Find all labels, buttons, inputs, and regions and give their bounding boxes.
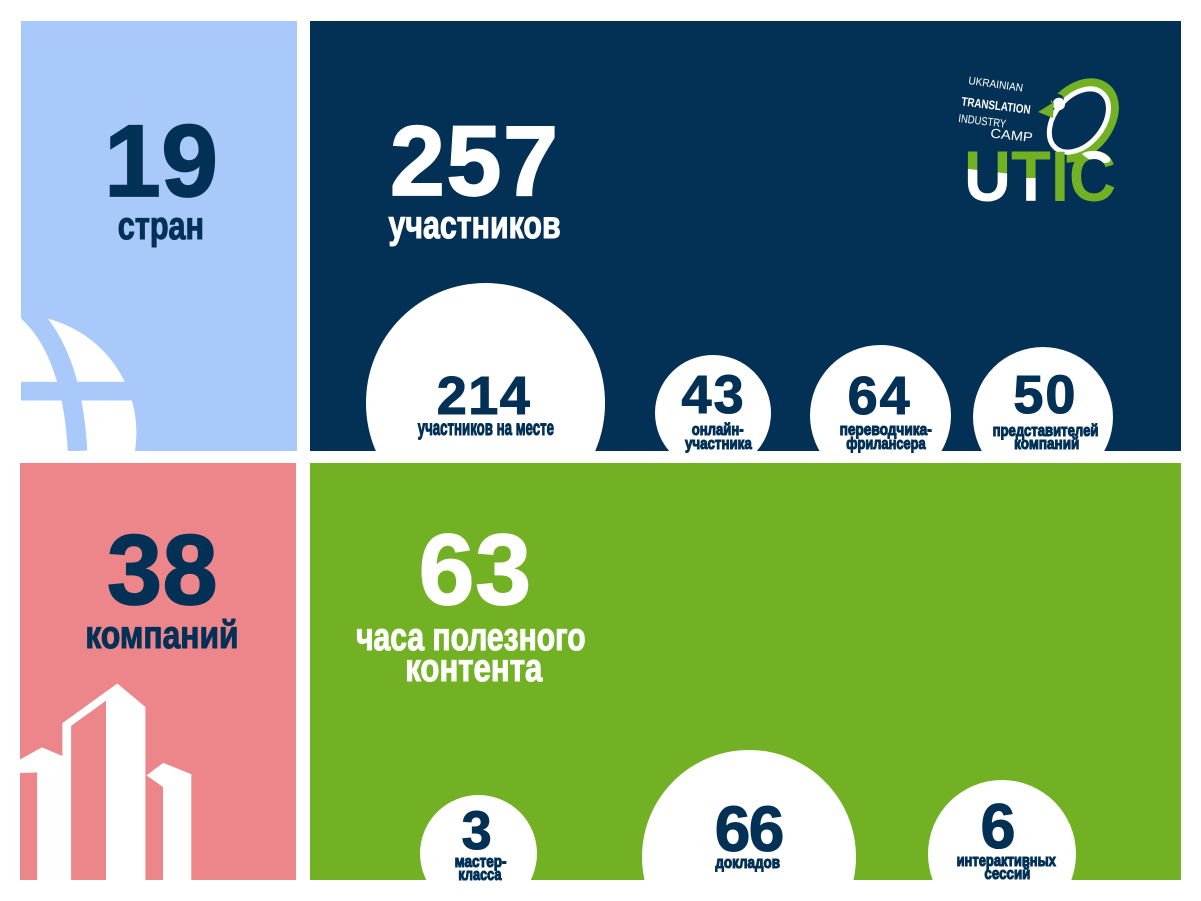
- svg-text:UKRAINIAN: UKRAINIAN: [968, 75, 1024, 95]
- svg-text:CAMP: CAMP: [990, 126, 1034, 145]
- svg-text:INDUSTRY: INDUSTRY: [958, 113, 1007, 131]
